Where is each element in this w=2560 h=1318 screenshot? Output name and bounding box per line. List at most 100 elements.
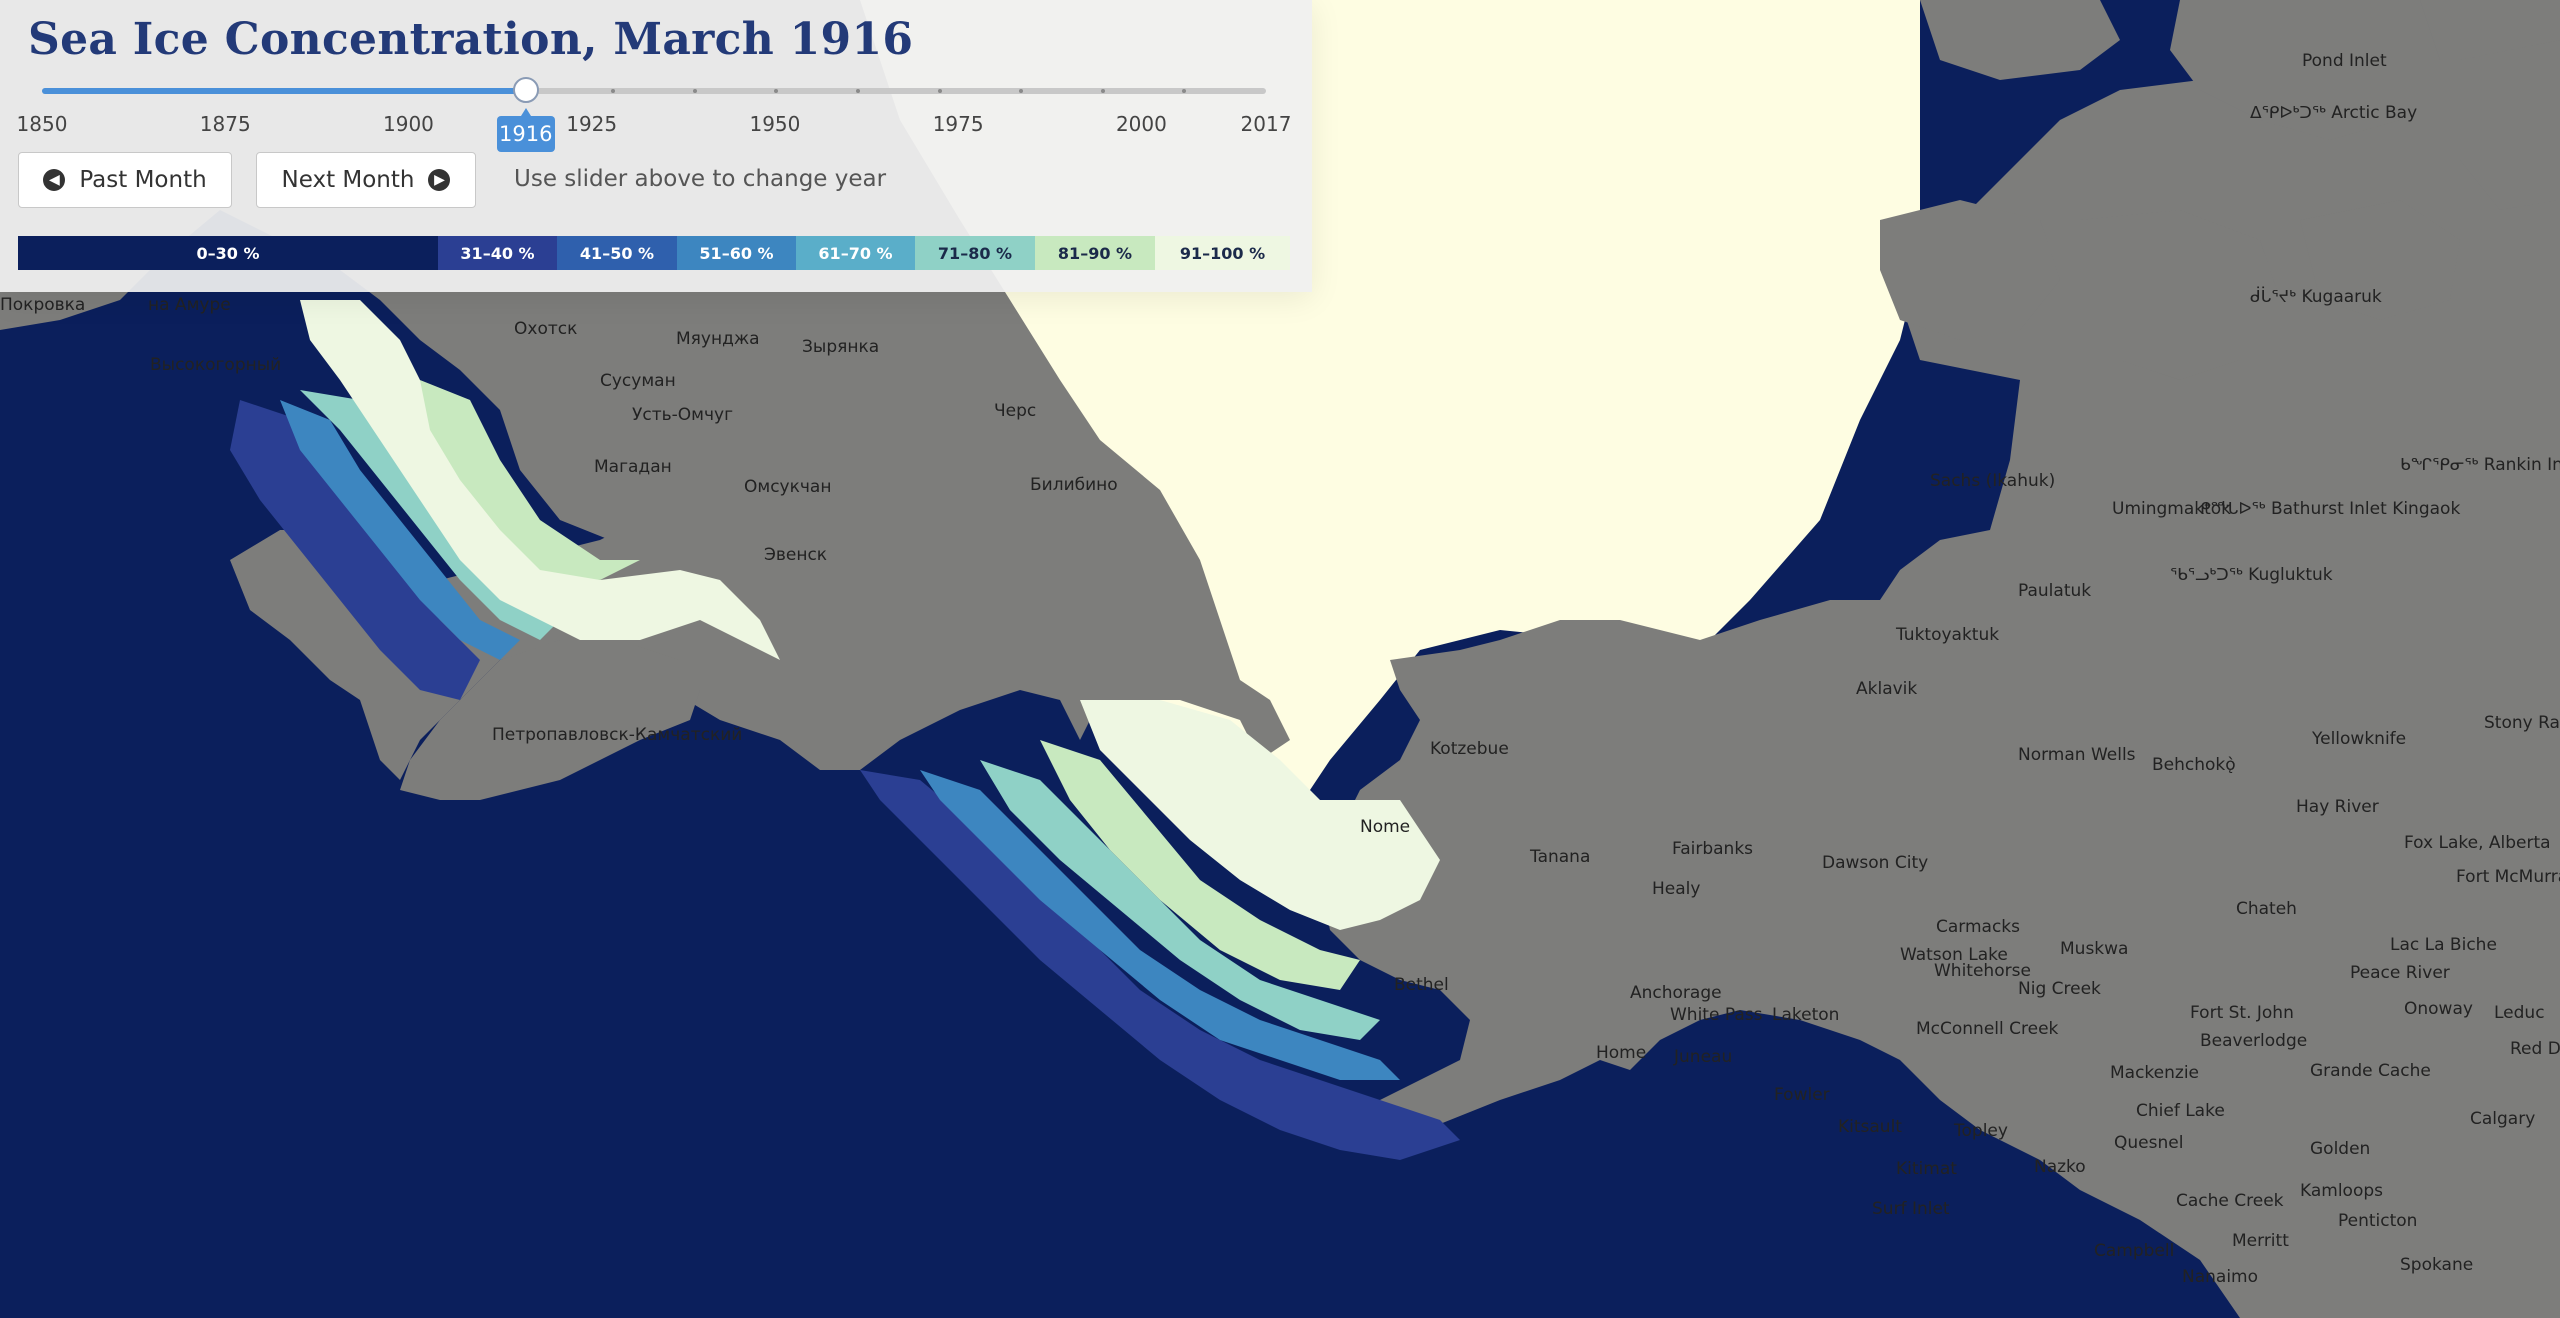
label-arctic-bay: ᐃᕿᐅᒃᑐᖅ Arctic Bay [2250,103,2417,123]
label-pond-inlet: Pond Inlet [2302,51,2387,71]
next-month-label: Next Month [281,167,415,193]
label-vysokogorny: Высокогорный [150,355,281,375]
label-behchoko: Behchokǫ̀ [2152,755,2236,775]
label-na-amure: на Амуре [148,295,231,315]
legend-item: 61–70 % [796,236,915,270]
label-quesnel: Quesnel [2114,1133,2183,1153]
label-bethel: Bethel [1394,975,1449,995]
label-nome: Nome [1360,817,1410,837]
label-kotzebue: Kotzebue [1430,739,1509,759]
label-magadan: Магадан [594,457,672,477]
label-myaundzha: Мяунджа [676,329,760,349]
label-calgary: Calgary [2470,1109,2535,1129]
label-evensk: Эвенск [764,545,827,565]
label-juneau: Juneau [1673,1047,1732,1067]
slider-tick-dot [774,89,779,93]
legend-item: 81–90 % [1035,236,1155,270]
tick-label: 1875 [199,112,251,136]
label-chief-lake: Chief Lake [2136,1101,2225,1121]
label-surf-inlet: Surf Inlet [1872,1199,1950,1219]
legend-item: 51–60 % [677,236,796,270]
ice-okhotsk-interior [300,300,780,660]
label-leduc: Leduc [2494,1003,2545,1023]
label-petropavlovsk: Петропавловск-Камчатский [492,725,742,745]
label-watson-lake: Watson Lake [1900,945,2008,965]
tick-label: 1925 [566,112,618,136]
label-kitsault: Kitsault [1838,1117,1902,1137]
arrow-right-circle-icon: ▶ [428,169,451,191]
label-healy: Healy [1652,879,1700,899]
label-homer: Home [1596,1043,1646,1063]
tick-label: 1850 [16,112,68,136]
label-kitimat: Kitimat [1896,1159,1957,1179]
label-anchorage: Anchorage [1630,983,1722,1003]
label-kugluktuk: ᖃᕐᓗᒃᑐᖅ Kugluktuk [2170,565,2333,585]
label-onoway: Onoway [2404,999,2473,1019]
control-panel: Sea Ice Concentration, March 1916 1916 1… [0,0,1312,292]
arrow-left-circle-icon: ◀ [43,169,66,191]
label-red-deer: Red D [2510,1039,2560,1059]
label-kugaaruk: ᑰᒑᕐᔪᒃ Kugaaruk [2250,285,2382,307]
year-slider-handle[interactable] [512,77,539,103]
label-kamloops: Kamloops [2300,1181,2383,1201]
label-hay-river: Hay River [2296,797,2379,817]
year-slider-fill [42,88,526,94]
label-bathurst-inlet: ᑭᙵᐅᖅ Bathurst Inlet Kingaok [2200,499,2460,519]
land-kamchatka [400,640,700,800]
label-lac-la-biche: Lac La Biche [2390,935,2497,955]
label-tuktoyaktuk: Tuktoyaktuk [1895,625,1999,645]
label-mcconnell-creek: McConnell Creek [1916,1019,2059,1039]
label-dawson-city: Dawson City [1822,853,1928,873]
next-month-button[interactable]: Next Month ▶ [256,152,476,208]
label-tanana: Tanana [1529,847,1590,867]
label-susuman: Сусуман [600,371,676,391]
slider-tick-dot [856,89,860,93]
label-umingmaktok: Umingmaktok [2112,499,2231,519]
label-fowler: Fowler [1774,1085,1830,1105]
label-nig-creek: Nig Creek [2018,979,2101,999]
label-carmacks: Carmacks [1936,917,2020,937]
tick-label: 2000 [1115,112,1167,136]
legend-item: 31–40 % [438,236,557,270]
label-bilibino: Билибино [1030,475,1118,495]
ice-bering-interior [1080,700,1440,930]
label-aklavik: Aklavik [1856,679,1917,699]
slider-tick-dot [692,89,697,93]
label-beaverlodge: Beaverlodge [2200,1031,2307,1051]
label-fort-mcmurray: Fort McMurra [2456,867,2560,887]
label-merritt: Merritt [2232,1231,2289,1251]
label-fort-st-john: Fort St. John [2190,1003,2294,1023]
land-arctic-islands [1880,0,2560,380]
slider-tick-dot [937,89,942,93]
label-grande-cache: Grande Cache [2310,1061,2431,1081]
label-fox-lake: Fox Lake, Alberta [2404,833,2551,853]
tick-label: 1975 [932,112,984,136]
label-nanaimo: Nanaimo [2182,1267,2258,1287]
label-yellowknife: Yellowknife [2311,729,2406,749]
label-whitehorse: Whitehorse [1934,961,2031,981]
slider-tick-dot [1019,89,1024,93]
tick-label: 1900 [383,112,434,136]
label-spokane: Spokane [2400,1255,2473,1275]
label-campbell: Campbell [2094,1241,2174,1261]
legend-item: 0–30 % [18,236,438,270]
past-month-button[interactable]: ◀ Past Month [18,152,232,208]
slider-tick-dot [1182,89,1187,93]
label-cherskiy: Черс [994,401,1036,421]
label-cache-creek: Cache Creek [2176,1191,2284,1211]
ice-bering-light [1040,740,1360,990]
label-mackenzie: Mackenzie [2110,1063,2199,1083]
label-penticton: Penticton [2338,1211,2417,1231]
label-paulatuk: Paulatuk [2018,581,2091,601]
legend-item: 91–100 % [1155,236,1290,270]
slider-tick-dot [611,89,616,93]
ice-bering-band-2 [980,760,1380,1040]
label-nazko: Nazko [2034,1157,2086,1177]
label-sachs: Sachs (Ikahuk) [1930,471,2055,491]
label-peace-river: Peace River [2350,963,2450,983]
label-chateh: Chateh [2236,899,2297,919]
label-fairbanks: Fairbanks [1672,839,1753,859]
label-white-pass: White Pass [1670,1005,1763,1025]
label-pokrovka: Покровка [0,295,85,315]
year-slider-track[interactable] [42,88,1266,94]
